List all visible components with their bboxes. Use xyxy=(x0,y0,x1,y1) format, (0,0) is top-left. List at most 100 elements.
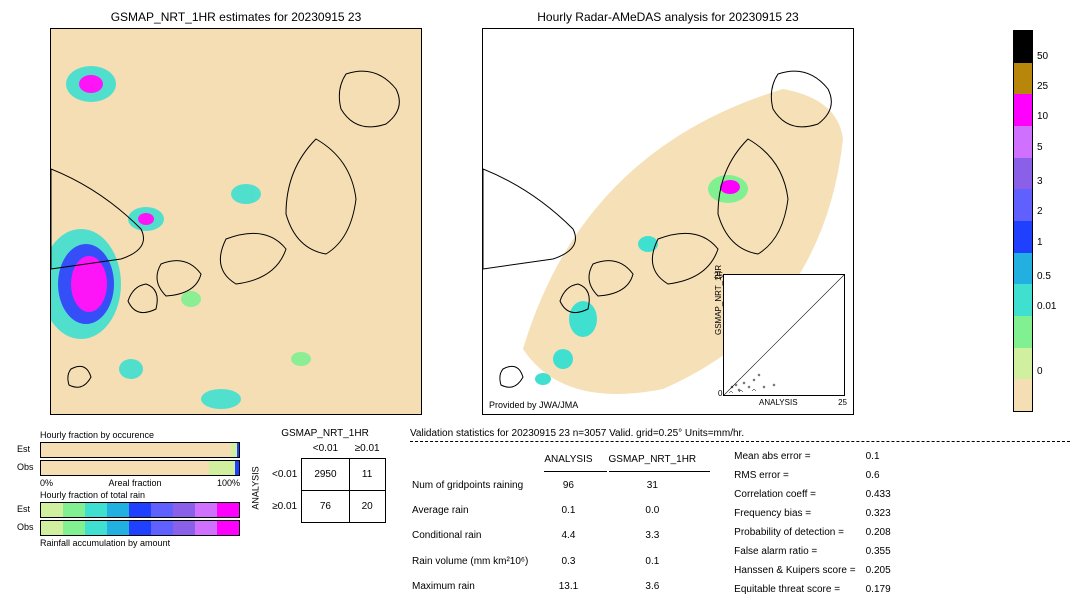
scatter-xtick: 25 xyxy=(838,398,847,407)
right-map-panel: Hourly Radar-AMeDAS analysis for 2023091… xyxy=(482,10,854,420)
right-map: Provided by JWA/JMA ANALYSIS GSMAP_NRT_1… xyxy=(482,28,854,415)
stat-label: Average rain xyxy=(412,499,542,522)
cont-ge: ≥0.01 xyxy=(349,439,385,459)
contingency-panel: GSMAP_NRT_1HR <0.01 ≥0.01 <0.01 2950 11 … xyxy=(250,428,400,600)
metric-label: Correlation coeff = xyxy=(734,486,855,503)
metric-label: Probability of detection = xyxy=(734,524,855,541)
stat-label: Rain volume (mm km²10⁶) xyxy=(412,550,542,573)
stat-b: 3.3 xyxy=(609,524,711,547)
xtick: 140°E xyxy=(283,414,308,415)
stats-col1: ANALYSIS xyxy=(544,448,606,472)
cont-col-header: GSMAP_NRT_1HR xyxy=(250,428,400,439)
ytick: 35°N xyxy=(482,193,483,203)
est-label: Est xyxy=(17,504,30,514)
colorbar: 50251053210.50.010 xyxy=(1013,30,1078,410)
left-map: 45°N 40°N 35°N 30°N 25°N 125°E 130°E 135… xyxy=(50,28,422,415)
stat-a: 4.4 xyxy=(544,524,606,547)
fraction-title-2: Hourly fraction of total rain xyxy=(40,490,240,500)
scatter-inset: ANALYSIS GSMAP_NRT_1HR 25 0 25 xyxy=(723,274,845,396)
stat-label: Conditional rain xyxy=(412,524,542,547)
occurrence-bar-est: Est xyxy=(40,442,240,458)
metric-label: False alarm ratio = xyxy=(734,543,855,560)
contingency-table: <0.01 ≥0.01 <0.01 2950 11 ≥0.01 76 20 xyxy=(268,439,386,523)
metric-val: 0.6 xyxy=(858,467,891,484)
metric-label: Equitable threat score = xyxy=(734,581,855,598)
metrics-table: Mean abs error =0.1RMS error =0.6Correla… xyxy=(732,446,892,600)
stat-b: 3.6 xyxy=(609,575,711,598)
xtick: 130°E xyxy=(164,414,189,415)
cont-d: 20 xyxy=(349,491,385,523)
stat-a: 13.1 xyxy=(544,575,606,598)
cont-row-lt: <0.01 xyxy=(268,459,302,491)
cont-row-ge: ≥0.01 xyxy=(268,491,302,523)
occurrence-bar-obs: Obs xyxy=(40,460,240,476)
metric-val: 0.205 xyxy=(858,562,891,579)
metric-label: Frequency bias = xyxy=(734,505,855,522)
xtick: 145°E xyxy=(342,414,367,415)
cont-lt: <0.01 xyxy=(302,439,349,459)
fraction-title-1: Hourly fraction by occurence xyxy=(40,430,240,440)
xtick: 125°E xyxy=(105,414,130,415)
stat-a: 0.1 xyxy=(544,499,606,522)
scatter-ytick: 25 xyxy=(714,271,723,280)
scatter-ytick: 0 xyxy=(718,389,722,398)
scatter-xlabel: ANALYSIS xyxy=(759,398,798,407)
left-map-title: GSMAP_NRT_1HR estimates for 20230915 23 xyxy=(50,10,422,24)
stat-label: Maximum rain xyxy=(412,575,542,598)
metric-label: Mean abs error = xyxy=(734,448,855,465)
xtick: 140°E xyxy=(715,414,740,415)
stat-b: 0.1 xyxy=(609,550,711,573)
xtick: 135°E xyxy=(656,414,681,415)
fraction-axis: 0% Areal fraction 100% xyxy=(40,478,240,488)
xtick: 130°E xyxy=(596,414,621,415)
metric-val: 0.355 xyxy=(858,543,891,560)
xtick: 135°E xyxy=(224,414,249,415)
metric-label: Hanssen & Kuipers score = xyxy=(734,562,855,579)
ytick: 35°N xyxy=(50,193,51,203)
stats-header: Validation statistics for 20230915 23 n=… xyxy=(410,428,1070,442)
stat-b: 0.0 xyxy=(609,499,711,522)
axis-100: 100% xyxy=(217,478,240,488)
ytick: 40°N xyxy=(482,132,483,142)
rain-bar-est: Est xyxy=(40,502,240,518)
stat-b: 31 xyxy=(609,474,711,497)
metric-label: RMS error = xyxy=(734,467,855,484)
ytick: 30°N xyxy=(482,255,483,265)
xtick: 145°E xyxy=(774,414,799,415)
cont-b: 11 xyxy=(349,459,385,491)
fraction-legend-2: Rainfall accumulation by amount xyxy=(40,538,240,548)
metric-val: 0.433 xyxy=(858,486,891,503)
stat-a: 96 xyxy=(544,474,606,497)
stats-col2: GSMAP_NRT_1HR xyxy=(609,448,711,472)
colorbar-gradient xyxy=(1013,30,1033,412)
left-map-svg xyxy=(51,29,421,414)
cont-c: 76 xyxy=(302,491,349,523)
fraction-panel: Hourly fraction by occurence Est Obs 0% … xyxy=(40,428,240,600)
left-map-panel: GSMAP_NRT_1HR estimates for 20230915 23 xyxy=(50,10,422,420)
obs-label: Obs xyxy=(17,522,34,532)
scatter-svg xyxy=(724,275,844,395)
metric-val: 0.208 xyxy=(858,524,891,541)
ytick: 25°N xyxy=(50,317,51,327)
ytick: 25°N xyxy=(482,317,483,327)
attribution: Provided by JWA/JMA xyxy=(489,400,578,410)
ytick: 40°N xyxy=(50,132,51,142)
axis-0: 0% xyxy=(40,478,53,488)
ytick: 45°N xyxy=(50,70,51,80)
metric-val: 0.323 xyxy=(858,505,891,522)
ytick: 45°N xyxy=(482,70,483,80)
right-map-title: Hourly Radar-AMeDAS analysis for 2023091… xyxy=(482,10,854,24)
metric-val: 0.1 xyxy=(858,448,891,465)
axis-mid: Areal fraction xyxy=(108,478,161,488)
stats-table: ANALYSIS GSMAP_NRT_1HR Num of gridpoints… xyxy=(410,446,712,600)
metric-val: 0.179 xyxy=(858,581,891,598)
stats-panel: Validation statistics for 20230915 23 n=… xyxy=(410,428,1070,600)
stat-a: 0.3 xyxy=(544,550,606,573)
ytick: 30°N xyxy=(50,255,51,265)
cont-a: 2950 xyxy=(302,459,349,491)
obs-label: Obs xyxy=(17,462,34,472)
est-label: Est xyxy=(17,444,30,454)
cont-row-header: ANALYSIS xyxy=(251,466,261,509)
stat-label: Num of gridpoints raining xyxy=(412,474,542,497)
xtick: 125°E xyxy=(537,414,562,415)
